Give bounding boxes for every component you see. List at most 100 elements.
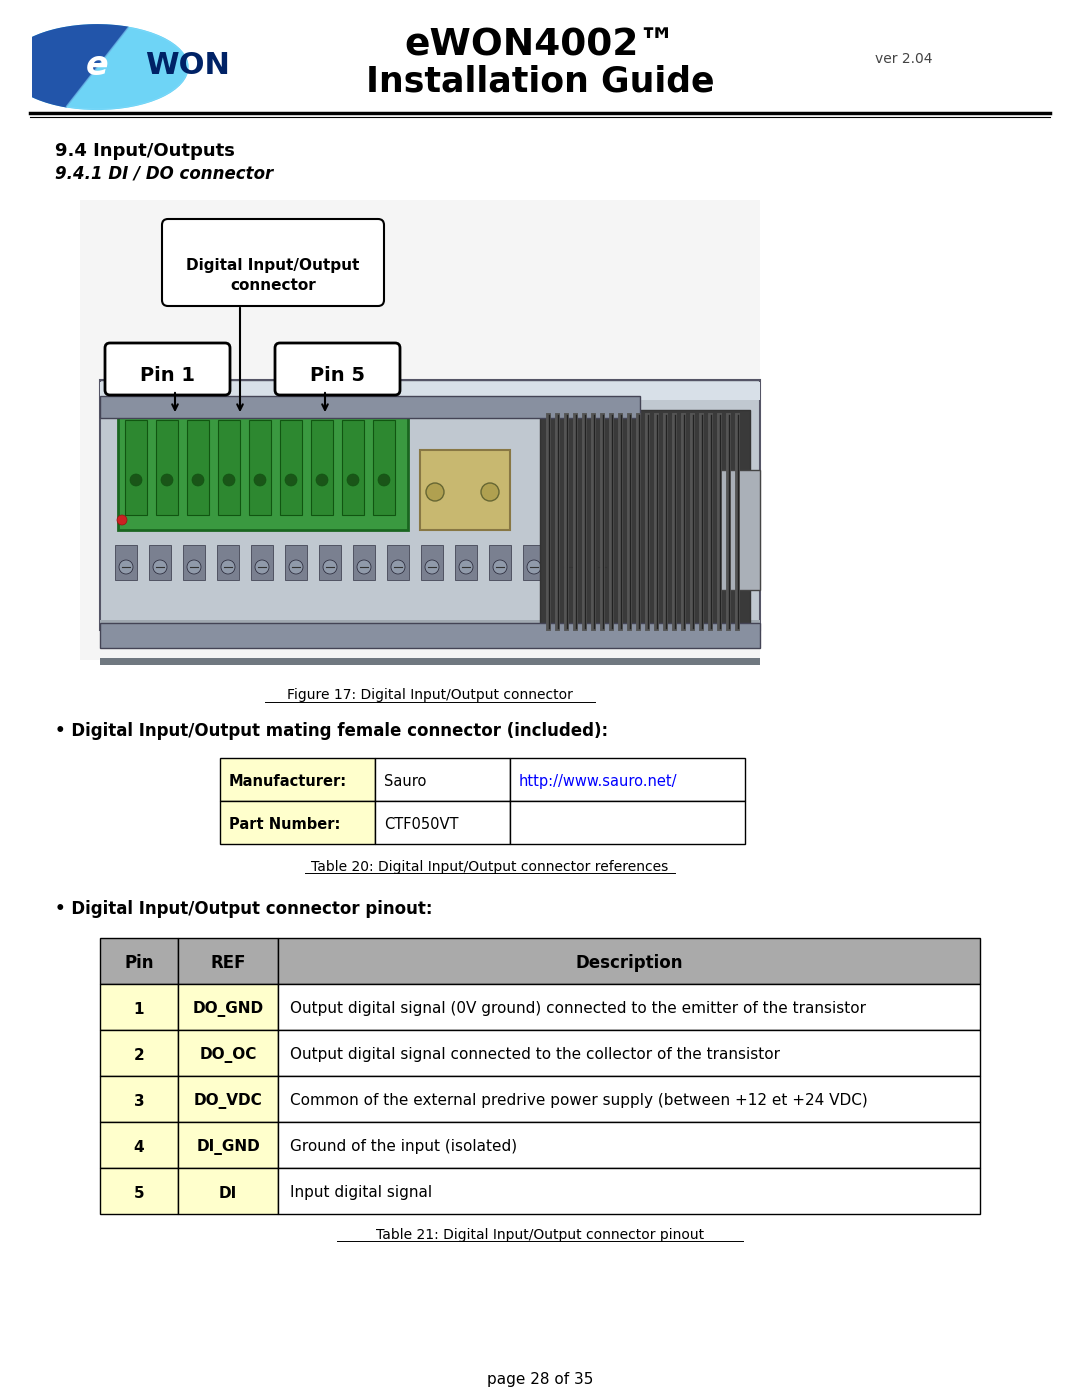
Circle shape: [595, 560, 609, 574]
Circle shape: [323, 560, 337, 574]
Text: DI_GND: DI_GND: [197, 1139, 260, 1155]
Text: http://www.sauro.net/: http://www.sauro.net/: [519, 774, 677, 789]
Text: 9.4.1 DI / DO connector: 9.4.1 DI / DO connector: [55, 165, 273, 183]
Bar: [178, 1076, 278, 1122]
Bar: [375, 759, 510, 800]
Bar: [100, 1076, 178, 1122]
Text: Ground of the input (isolated): Ground of the input (isolated): [291, 1140, 517, 1154]
Text: 5: 5: [134, 1186, 145, 1200]
Bar: [375, 800, 510, 844]
Text: Digital Input/Output
connector: Digital Input/Output connector: [187, 258, 360, 293]
Bar: [720, 469, 760, 590]
Bar: [373, 420, 395, 515]
Bar: [118, 409, 408, 529]
Bar: [510, 800, 745, 844]
Bar: [523, 545, 545, 580]
Bar: [125, 420, 147, 515]
Circle shape: [119, 560, 133, 574]
Text: • Digital Input/Output mating female connector (included):: • Digital Input/Output mating female con…: [55, 722, 608, 740]
Text: e: e: [86, 49, 108, 81]
Circle shape: [492, 560, 507, 574]
Text: Table 20: Digital Input/Output connector references: Table 20: Digital Input/Output connector…: [311, 861, 669, 875]
Bar: [218, 420, 240, 515]
Circle shape: [347, 474, 359, 486]
Bar: [278, 1076, 980, 1122]
Bar: [251, 545, 273, 580]
Bar: [311, 420, 333, 515]
Bar: [114, 545, 137, 580]
Bar: [178, 1030, 278, 1076]
Circle shape: [187, 560, 201, 574]
Wedge shape: [6, 25, 129, 106]
Text: DO_OC: DO_OC: [200, 1046, 257, 1063]
Text: Pin 5: Pin 5: [310, 366, 365, 386]
Bar: [100, 381, 760, 400]
Circle shape: [459, 560, 473, 574]
Circle shape: [222, 474, 235, 486]
Circle shape: [161, 474, 173, 486]
Text: Input digital signal: Input digital signal: [291, 1186, 432, 1200]
Bar: [178, 937, 278, 983]
FancyBboxPatch shape: [162, 219, 384, 306]
Bar: [249, 420, 271, 515]
Circle shape: [117, 515, 127, 525]
Text: 9.4 Input/Outputs: 9.4 Input/Outputs: [55, 142, 234, 161]
Bar: [278, 937, 980, 983]
Circle shape: [289, 560, 303, 574]
FancyBboxPatch shape: [275, 344, 400, 395]
Bar: [510, 759, 745, 800]
Text: Common of the external predrive power supply (between +12 et +24 VDC): Common of the external predrive power su…: [291, 1094, 867, 1108]
Polygon shape: [100, 658, 760, 665]
FancyBboxPatch shape: [105, 344, 230, 395]
Bar: [178, 983, 278, 1030]
Text: 4: 4: [134, 1140, 145, 1154]
Text: Manufacturer:: Manufacturer:: [229, 774, 347, 789]
Text: WON: WON: [146, 50, 230, 80]
Text: Pin 1: Pin 1: [139, 366, 194, 386]
Circle shape: [481, 483, 499, 502]
Circle shape: [357, 560, 372, 574]
Bar: [187, 420, 210, 515]
Text: Part Number:: Part Number:: [229, 817, 340, 833]
Bar: [100, 937, 178, 983]
Bar: [278, 983, 980, 1030]
Wedge shape: [66, 28, 188, 109]
Text: Installation Guide: Installation Guide: [366, 66, 714, 99]
Bar: [100, 1122, 178, 1168]
Circle shape: [285, 474, 297, 486]
Text: Table 21: Digital Input/Output connector pinout: Table 21: Digital Input/Output connector…: [376, 1228, 704, 1242]
Circle shape: [527, 560, 541, 574]
Text: ver 2.04: ver 2.04: [875, 52, 932, 66]
Bar: [149, 545, 171, 580]
Bar: [178, 1122, 278, 1168]
Bar: [591, 545, 613, 580]
Bar: [421, 545, 443, 580]
Bar: [100, 620, 760, 638]
Bar: [278, 1030, 980, 1076]
Bar: [278, 1168, 980, 1214]
Text: Figure 17: Digital Input/Output connector: Figure 17: Digital Input/Output connecto…: [287, 687, 572, 703]
Circle shape: [254, 474, 266, 486]
Text: 3: 3: [134, 1094, 145, 1108]
Bar: [319, 545, 341, 580]
Text: Output digital signal (0V ground) connected to the emitter of the transistor: Output digital signal (0V ground) connec…: [291, 1002, 866, 1017]
Bar: [278, 1122, 980, 1168]
Text: page 28 of 35: page 28 of 35: [487, 1372, 593, 1387]
Text: Pin: Pin: [124, 954, 153, 972]
Bar: [387, 545, 409, 580]
Circle shape: [391, 560, 405, 574]
Bar: [217, 545, 239, 580]
Circle shape: [426, 560, 438, 574]
Bar: [178, 1168, 278, 1214]
Circle shape: [378, 474, 390, 486]
Circle shape: [130, 474, 141, 486]
Bar: [100, 983, 178, 1030]
Bar: [100, 1168, 178, 1214]
Circle shape: [6, 25, 188, 109]
Bar: [420, 450, 510, 529]
Circle shape: [153, 560, 167, 574]
Text: Description: Description: [576, 954, 683, 972]
Bar: [540, 409, 750, 640]
Circle shape: [316, 474, 328, 486]
Bar: [156, 420, 178, 515]
